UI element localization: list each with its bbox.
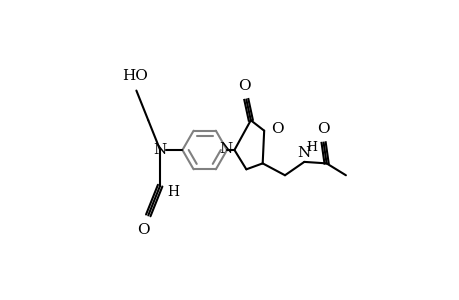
Text: O: O [270, 122, 283, 136]
Text: HO: HO [122, 69, 147, 83]
Text: N: N [153, 143, 167, 157]
Text: O: O [317, 122, 329, 136]
Text: H: H [167, 184, 179, 199]
Text: O: O [137, 223, 150, 237]
Text: H: H [305, 141, 316, 154]
Text: N: N [297, 146, 310, 160]
Text: N: N [219, 142, 232, 156]
Text: O: O [238, 79, 251, 93]
